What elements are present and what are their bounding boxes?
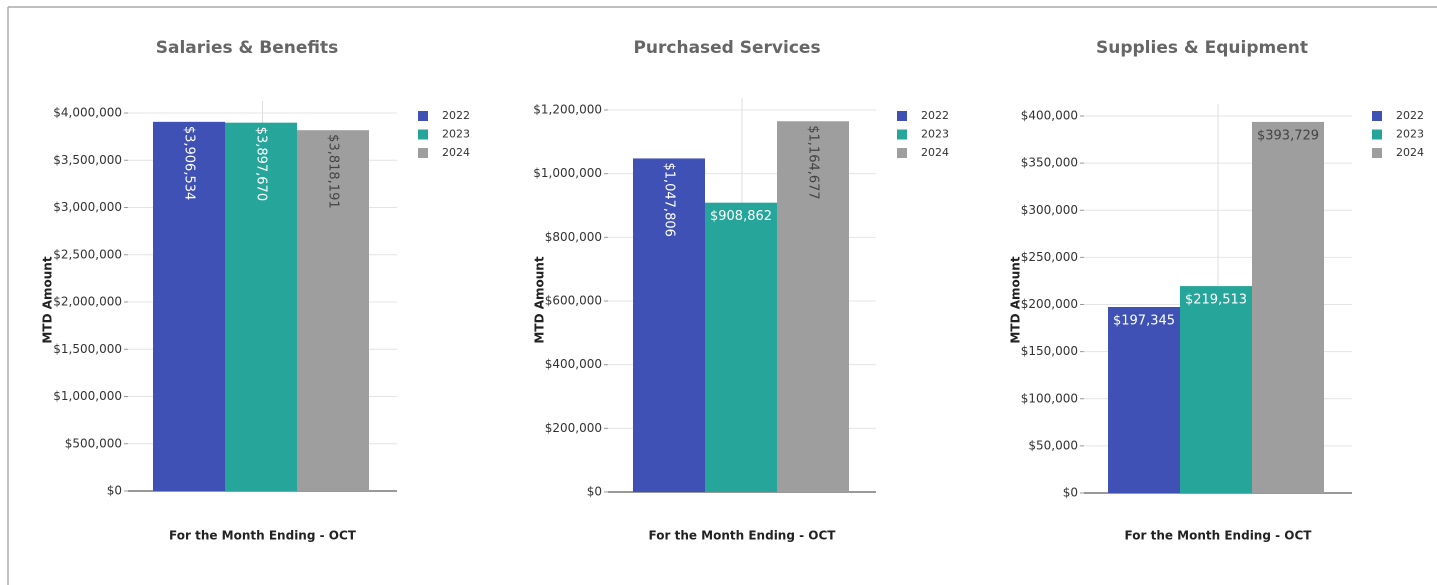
legend-label: 2023 (442, 128, 470, 141)
bar (1252, 121, 1324, 494)
bar (153, 121, 225, 492)
legend-label: 2022 (921, 109, 949, 122)
data-label: $219,513 (1185, 293, 1247, 308)
y-tick-label: $0 (107, 484, 122, 498)
y-tick-label: $150,000 (1021, 344, 1078, 358)
y-tick-label: $100,000 (1021, 391, 1078, 405)
y-tick-label: $2,500,000 (53, 247, 122, 261)
chart-title: Salaries & Benefits (156, 38, 339, 58)
y-tick-label: $1,200,000 (533, 103, 602, 117)
y-tick-label: $400,000 (545, 357, 602, 371)
legend-label: 2022 (1396, 109, 1424, 122)
y-tick-label: $1,500,000 (53, 342, 122, 356)
y-tick-label: $50,000 (1028, 438, 1078, 452)
legend-swatch (1372, 148, 1382, 158)
data-label: $1,164,677 (806, 125, 821, 199)
y-tick-label: $200,000 (1021, 297, 1078, 311)
legend-swatch (418, 148, 428, 158)
y-tick-label: $0 (1063, 486, 1078, 500)
legend-label: 2024 (1396, 146, 1424, 159)
x-axis-label: For the Month Ending - OCT (649, 529, 837, 543)
data-label: $3,818,191 (326, 134, 341, 208)
bar (633, 158, 705, 492)
bar (1180, 286, 1252, 493)
bar (705, 202, 777, 492)
y-tick-label: $200,000 (545, 421, 602, 435)
y-tick-label: $1,000,000 (53, 389, 122, 403)
legend-swatch (418, 129, 428, 140)
legend-label: 2022 (442, 109, 470, 122)
y-tick-label: $0 (587, 485, 602, 499)
y-tick-label: $500,000 (65, 436, 122, 450)
data-label: $3,897,670 (254, 127, 269, 201)
data-label: $393,729 (1257, 128, 1319, 143)
y-tick-label: $3,000,000 (53, 200, 122, 214)
data-label: $1,047,806 (662, 162, 677, 236)
chart: Supplies & Equipment $0 $50,000 $100,000 $15… (1009, 38, 1425, 543)
legend-swatch (897, 148, 907, 158)
chart: Purchased Services $0 $200,000 $400,000 $600… (533, 38, 950, 543)
y-tick-label: $800,000 (545, 230, 602, 244)
y-tick-label: $400,000 (1021, 109, 1078, 123)
x-axis-label: For the Month Ending - OCT (169, 529, 357, 543)
y-tick-label: $300,000 (1021, 203, 1078, 217)
chart-title: Supplies & Equipment (1096, 38, 1308, 58)
chart: Salaries & Benefits $0 $500,000 $1,000,000 $… (41, 38, 471, 543)
legend-swatch (897, 111, 907, 121)
data-label: $3,906,534 (182, 126, 197, 200)
y-tick-label: $250,000 (1021, 250, 1078, 264)
legend-label: 2024 (442, 146, 470, 159)
x-axis-label: For the Month Ending - OCT (1125, 529, 1313, 543)
data-label: $908,862 (710, 209, 772, 224)
legend-label: 2023 (1396, 128, 1424, 141)
bar (777, 121, 849, 492)
bar (1108, 307, 1180, 493)
data-label: $197,345 (1113, 314, 1175, 329)
bar (297, 130, 369, 491)
legend-label: 2023 (921, 128, 949, 141)
chart-title: Purchased Services (633, 38, 820, 58)
legend-swatch (1372, 129, 1382, 140)
legend-label: 2024 (921, 146, 949, 159)
y-tick-label: $600,000 (545, 294, 602, 308)
bar (225, 122, 297, 492)
y-tick-label: $3,500,000 (53, 153, 122, 167)
y-axis-label: MTD Amount (533, 256, 547, 343)
legend-swatch (418, 111, 428, 121)
y-axis-label: MTD Amount (1009, 256, 1023, 343)
y-tick-label: $350,000 (1021, 156, 1078, 170)
y-tick-label: $2,000,000 (53, 295, 122, 309)
legend-swatch (1372, 111, 1382, 121)
legend-swatch (897, 129, 907, 140)
y-tick-label: $4,000,000 (53, 106, 122, 120)
y-axis-label: MTD Amount (41, 256, 55, 343)
y-tick-label: $1,000,000 (533, 166, 602, 180)
